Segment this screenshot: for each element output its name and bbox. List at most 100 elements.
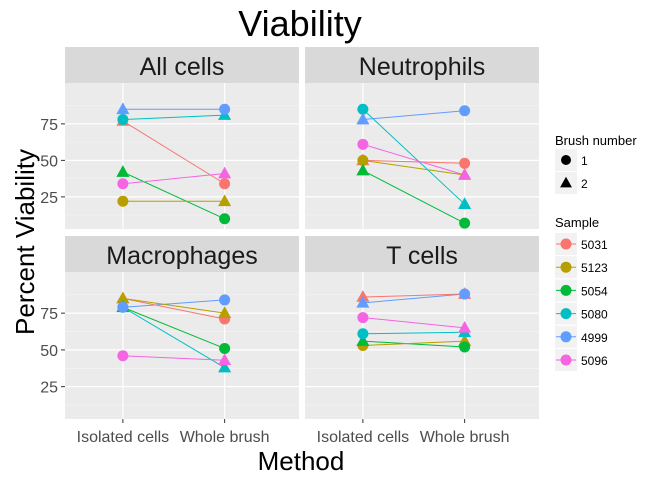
- legend-swatch-4999: [560, 331, 572, 343]
- y-tick-label: 75: [40, 306, 58, 323]
- facet-strip: [305, 47, 539, 83]
- legend-sample-label: 5031: [581, 238, 608, 252]
- data-point-5123-brush-2: [218, 306, 232, 318]
- data-point-5031-brush-2: [356, 290, 370, 302]
- series-line-4999: [122, 299, 225, 308]
- legend-shape-circle: [561, 155, 571, 165]
- legend-sample-label: 5096: [581, 354, 608, 368]
- legend-swatch-5123: [560, 261, 572, 273]
- facet-strip: [65, 47, 299, 83]
- data-point-5096-brush-2: [218, 353, 232, 366]
- facet-title: Macrophages: [106, 242, 257, 270]
- data-point-5054-brush-2: [116, 165, 130, 177]
- facet-strip: [305, 236, 539, 272]
- data-point-5054-brush-2: [356, 334, 370, 346]
- series-line-4999: [362, 293, 465, 304]
- data-point-5054-brush-1: [219, 342, 231, 354]
- series-line-5031: [362, 293, 465, 298]
- panel-background: [65, 83, 299, 229]
- data-point-4999-brush-1: [117, 301, 129, 313]
- legend-swatch-5054: [560, 284, 572, 296]
- legend-shape-label: 1: [581, 154, 588, 168]
- x-tick-label: Whole brush: [180, 429, 270, 446]
- series-line-5054: [122, 306, 225, 349]
- data-point-4999-brush-2: [356, 112, 370, 125]
- data-point-4999-brush-1: [219, 103, 231, 115]
- data-point-4999-brush-1: [219, 294, 231, 306]
- series-line-5096: [122, 355, 225, 361]
- series-line-5031: [122, 120, 225, 185]
- data-point-5096-brush-1: [117, 350, 129, 362]
- y-axis-label: Percent Viability: [10, 149, 40, 335]
- series-line-5123: [362, 159, 465, 176]
- data-point-5096-brush-1: [357, 312, 369, 324]
- series-line-5054: [362, 340, 465, 348]
- color-legend-title: Sample: [555, 215, 599, 230]
- panel-background: [305, 272, 539, 419]
- y-tick-label: 75: [40, 117, 58, 134]
- panel-background: [65, 272, 299, 419]
- y-tick-label: 50: [40, 343, 58, 360]
- data-point-5080-brush-1: [117, 114, 129, 125]
- data-point-4999-brush-1: [459, 105, 471, 117]
- legend-shape-triangle: [560, 176, 572, 188]
- facet-strip: [65, 236, 299, 272]
- panel-all-cells: All cells 25 50 75: [40, 47, 299, 229]
- x-tick-label: Isolated cells: [77, 429, 170, 446]
- data-point-5031-brush-1: [219, 178, 231, 190]
- data-point-5080-brush-1: [357, 103, 369, 115]
- series-line-5031: [362, 159, 465, 164]
- legend-sample-label: 4999: [581, 331, 608, 345]
- data-point-5123-brush-1: [357, 154, 369, 166]
- series-line-4999: [362, 110, 465, 120]
- data-point-5054-brush-1: [459, 341, 471, 353]
- panel-macrophages: Macrophages 25 50 75 Isolated cells Whole bru…: [40, 236, 299, 446]
- data-point-5123-brush-2: [218, 194, 232, 207]
- data-point-5123-brush-1: [117, 195, 129, 207]
- shape-legend-title: Brush number: [555, 133, 637, 148]
- data-point-4999-brush-2: [356, 295, 370, 308]
- y-tick-label: 25: [40, 380, 58, 397]
- data-point-5080-brush-1: [357, 328, 369, 340]
- legend-shape-label: 2: [581, 177, 588, 191]
- data-point-5096-brush-1: [117, 178, 129, 190]
- legend-sample-label: 5080: [581, 308, 608, 322]
- legend-swatch-5080: [560, 308, 572, 320]
- legend-sample-label: 5054: [581, 284, 608, 298]
- series-line-5054: [122, 171, 225, 220]
- series-line-5054: [362, 170, 465, 224]
- series-line-5031: [122, 297, 225, 320]
- series-line-5080: [122, 306, 225, 368]
- data-point-5096-brush-2: [458, 168, 472, 180]
- x-axis-label: Method: [258, 446, 345, 476]
- data-point-4999-brush-2: [116, 102, 130, 115]
- data-point-5096-brush-1: [357, 138, 369, 150]
- data-point-5054-brush-1: [219, 213, 231, 225]
- series-line-5080: [362, 108, 465, 205]
- legend-sample-label: 5123: [581, 261, 608, 275]
- series-line-5096: [362, 317, 465, 329]
- data-point-4999-brush-1: [459, 288, 471, 300]
- data-point-5123-brush-2: [116, 291, 130, 304]
- x-tick-label: Isolated cells: [317, 429, 410, 446]
- facet-title: Neutrophils: [359, 53, 485, 81]
- legend-swatch-5096: [560, 354, 572, 366]
- data-point-5080-brush-2: [218, 360, 232, 373]
- series-line-5096: [122, 173, 225, 185]
- chart-title: Viability: [238, 3, 361, 44]
- data-point-5096-brush-2: [218, 166, 232, 179]
- data-point-5096-brush-2: [458, 320, 472, 333]
- facet-title: T cells: [386, 242, 458, 270]
- y-tick-label: 25: [40, 190, 58, 207]
- data-point-5080-brush-2: [458, 197, 472, 209]
- legend-swatch-5031: [560, 238, 572, 250]
- y-tick-label: 50: [40, 153, 58, 170]
- series-line-5080: [362, 331, 465, 335]
- series-line-5096: [362, 143, 465, 176]
- facet-title: All cells: [140, 53, 225, 81]
- data-point-5054-brush-1: [459, 217, 471, 229]
- x-tick-label: Whole brush: [420, 429, 510, 446]
- series-line-5080: [122, 114, 225, 120]
- series-line-5123: [362, 340, 465, 346]
